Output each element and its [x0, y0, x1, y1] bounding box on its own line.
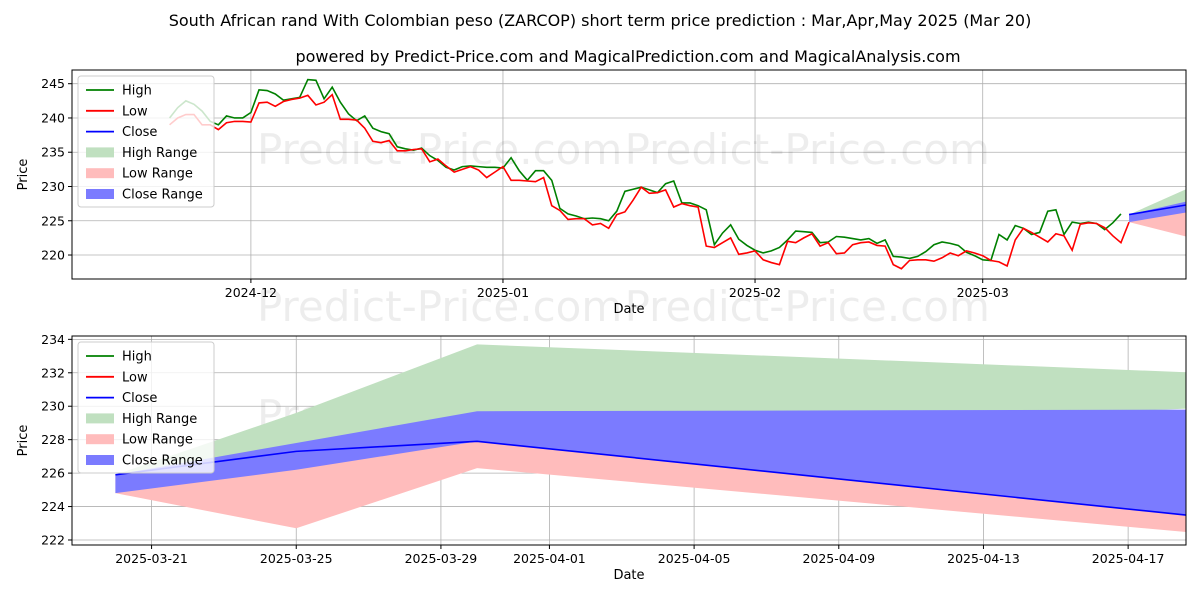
y-axis-label: Price [16, 159, 31, 191]
legend: High Low Close High Range Low Range Close Ran… [77, 75, 215, 208]
legend-item-high-range-label: High Range [122, 146, 197, 161]
y-tick-label: 235 [41, 145, 65, 160]
y-tick-label: 222 [41, 532, 65, 547]
legend-item-low-label: Low [122, 104, 148, 119]
x-tick-label: 2025-03-29 [405, 551, 478, 566]
high-range-band [1129, 189, 1186, 215]
legend-item-high-range-swatch [86, 147, 114, 158]
x-tick-label: 2025-04-01 [513, 551, 586, 566]
legend: High Low Close High Range Low Range Close Ran… [77, 341, 215, 474]
y-tick-label: 220 [41, 248, 65, 263]
legend-item-close-range-swatch [86, 455, 114, 465]
y-tick-label: 240 [41, 110, 65, 125]
x-tick-label: 2025-03 [957, 285, 1009, 300]
legend-item-high-range-label: High Range [122, 412, 197, 427]
x-tick-label: 2024-12 [225, 285, 277, 300]
legend-item-high-label: High [122, 350, 152, 365]
watermark-text: Predict-Price.com [257, 125, 622, 174]
x-tick-label: 2025-04-09 [802, 551, 875, 566]
y-tick-label: 234 [41, 332, 65, 347]
legend-item-low-label: Low [122, 370, 148, 385]
bottom-chart-panel: Predict-Price.comPredict-Price.com2025-0… [16, 332, 1187, 583]
watermark-text: Predict-Price.com [625, 125, 990, 174]
y-tick-label: 230 [41, 179, 65, 194]
y-tick-label: 245 [41, 76, 65, 91]
x-tick-label: 2025-04-05 [658, 551, 731, 566]
legend-item-close-label: Close [122, 391, 157, 406]
legend-item-high-label: High [122, 84, 152, 99]
low-series-line [169, 93, 1130, 270]
watermark-text: Predict-Price.com [257, 282, 622, 331]
y-tick-label: 226 [41, 466, 65, 481]
legend-item-low-range-label: Low Range [122, 433, 193, 448]
x-tick-label: 2025-01 [477, 285, 529, 300]
legend-item-close-range-swatch [86, 189, 114, 199]
x-tick-label: 2025-03-25 [260, 551, 333, 566]
x-tick-label: 2025-04-17 [1092, 551, 1165, 566]
y-tick-label: 228 [41, 432, 65, 447]
legend-item-high-range-swatch [86, 413, 114, 424]
y-tick-label: 230 [41, 399, 65, 414]
x-axis-label: Date [613, 568, 644, 583]
legend-item-low-range-swatch [86, 434, 114, 445]
close-range-band [115, 409, 1186, 516]
plot-area [168, 78, 1186, 270]
close-forecast-line [1128, 204, 1186, 216]
legend-item-close-label: Close [122, 125, 157, 140]
x-tick-label: 2025-03-21 [115, 551, 188, 566]
chart-subtitle: powered by Predict-Price.com and Magical… [295, 47, 960, 66]
legend-item-low-range-swatch [86, 168, 114, 179]
y-tick-label: 224 [41, 499, 65, 514]
top-chart-panel: Predict-Price.com Predict-Price.comPredic… [16, 69, 1187, 331]
chart-title: South African rand With Colombian peso (… [169, 11, 1032, 30]
low-range-band [115, 441, 1186, 532]
plot-frame [71, 69, 1187, 280]
watermark-text: Predict-Price.com [625, 282, 990, 331]
x-axis-label: Date [613, 302, 644, 317]
y-axis-label: Price [16, 425, 31, 457]
plot-frame [71, 335, 1187, 546]
y-tick-label: 225 [41, 213, 65, 228]
high-series-line [168, 78, 1122, 262]
x-tick-label: 2025-02 [729, 285, 781, 300]
legend-item-low-range-label: Low Range [122, 167, 193, 182]
y-tick-label: 232 [41, 365, 65, 380]
x-tick-label: 2025-04-13 [947, 551, 1020, 566]
legend-item-close-range-label: Close Range [122, 454, 203, 469]
legend-item-close-range-label: Close Range [122, 188, 203, 203]
